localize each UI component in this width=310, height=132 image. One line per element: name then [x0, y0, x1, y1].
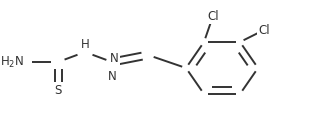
- Text: H$_2$N: H$_2$N: [0, 54, 24, 70]
- Text: H: H: [81, 38, 89, 51]
- Text: N: N: [108, 70, 116, 84]
- Text: S: S: [54, 84, 62, 96]
- Text: Cl: Cl: [258, 23, 270, 37]
- Text: N: N: [110, 51, 119, 65]
- Text: Cl: Cl: [207, 10, 219, 22]
